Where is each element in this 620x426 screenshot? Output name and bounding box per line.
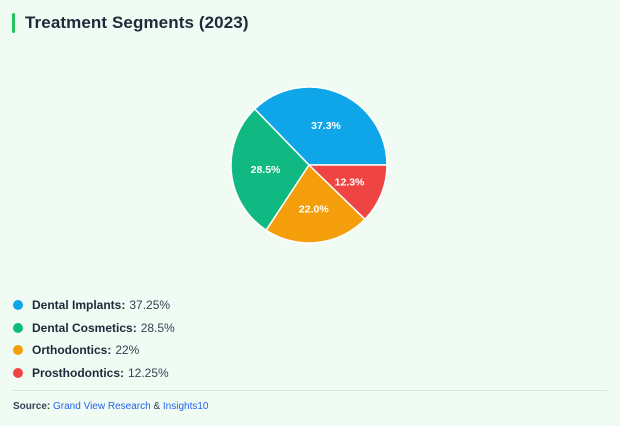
legend-item: Prosthodontics: 12.25% (13, 362, 175, 385)
pie-chart: 37.3% 28.5% 22.0% 12.3% (230, 86, 388, 244)
legend-value: 22% (115, 343, 140, 358)
legend-value: 28.5% (140, 320, 175, 335)
legend-label: Prosthodontics: (32, 365, 124, 380)
legend-swatch (13, 322, 23, 333)
legend-label: Dental Cosmetics: (32, 320, 137, 335)
pie-slice-dental-cosmetics[interactable] (230, 108, 310, 231)
legend-label: Dental Implants: (32, 298, 126, 313)
legend-value: 12.25% (128, 365, 169, 380)
title-accent-bar (12, 13, 15, 33)
chart-legend: Dental Implants: 37.25% Dental Cosmetics… (13, 294, 175, 384)
legend-label: Orthodontics: (32, 343, 112, 358)
pie-slice-label: 22.0% (299, 203, 329, 215)
source-link-insights10[interactable]: Insights10 (162, 401, 209, 412)
footer-divider (13, 390, 607, 391)
pie-slice-label: 28.5% (251, 164, 281, 176)
legend-item: Dental Implants: 37.25% (13, 294, 175, 317)
source-line: Source: Grand View Research & Insights10 (13, 401, 209, 412)
chart-header: Treatment Segments (2023) (12, 12, 249, 34)
legend-swatch (13, 345, 23, 356)
pie-slice-orthodontics[interactable] (265, 164, 366, 244)
chart-title: Treatment Segments (2023) (25, 13, 249, 32)
source-ampersand: & (153, 401, 161, 412)
legend-swatch (13, 300, 23, 311)
legend-value: 37.25% (129, 298, 171, 313)
source-link-grand-view[interactable]: Grand View Research (53, 401, 151, 412)
pie-slice-label: 12.3% (335, 176, 365, 188)
legend-item: Dental Cosmetics: 28.5% (13, 317, 175, 340)
pie-slice-dental-implants[interactable] (253, 86, 388, 166)
legend-item: Orthodontics: 22% (13, 339, 175, 362)
legend-swatch (13, 367, 23, 378)
source-label: Source: (13, 401, 51, 412)
pie-slice-label: 37.3% (311, 120, 341, 132)
pie-slice-prosthodontics[interactable] (308, 164, 388, 221)
